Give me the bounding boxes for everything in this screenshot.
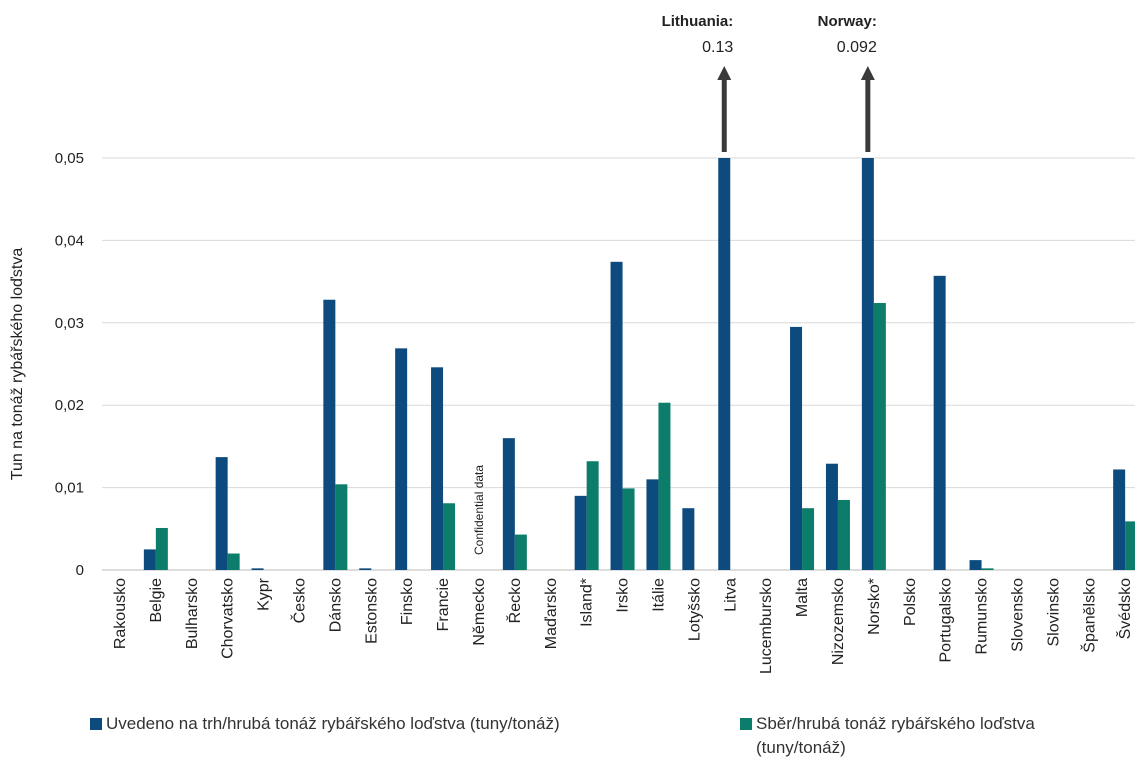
bar: [790, 326, 803, 570]
bar: [825, 463, 838, 570]
bar: [646, 479, 659, 570]
chart: Tun na tonáž rybářského loďstva 0 0,01 0,0…: [9, 13, 1135, 674]
legend-swatch: [90, 718, 102, 730]
arrow-head: [717, 66, 732, 80]
legend-swatch: [740, 718, 752, 730]
legend-label: Uvedeno na trh/hrubá tonáž rybářského lo…: [106, 714, 560, 733]
bar: [155, 527, 168, 570]
note: Confidential data: [472, 465, 486, 555]
bar: [622, 488, 635, 570]
bar: [861, 158, 874, 571]
x-tick-label: Rumunsko: [974, 578, 991, 655]
y-tick-label: 0: [76, 562, 84, 579]
x-tick-label: Rakousko: [112, 578, 129, 649]
bar: [981, 568, 994, 570]
bar: [359, 568, 372, 570]
bar: [431, 367, 444, 570]
bar: [969, 560, 982, 570]
arrow-head: [860, 66, 875, 80]
legend-item: Sběr/hrubá tonáž rybářského loďstva (tun…: [740, 712, 1110, 760]
bar: [323, 299, 336, 570]
y-axis-title: Tun na tonáž rybářského loďstva: [9, 248, 26, 481]
bar: [215, 457, 228, 570]
bar: [802, 508, 815, 570]
x-tick-label: Finsko: [399, 578, 416, 625]
y-tick-label: 0,02: [55, 397, 84, 414]
x-tick-label: Island*: [579, 578, 596, 627]
bar: [658, 402, 671, 570]
x-tick-label: Řecko: [505, 578, 524, 623]
bar: [1113, 469, 1126, 570]
bar: [443, 503, 456, 570]
x-tick-label: Norsko*: [866, 578, 883, 635]
y-tick-label: 0,05: [55, 150, 84, 167]
bar: [514, 534, 527, 570]
bar: [933, 275, 946, 570]
y-tick-label: 0,04: [55, 232, 84, 249]
legend-item: Uvedeno na trh/hrubá tonáž rybářského lo…: [90, 712, 560, 736]
bar: [395, 348, 408, 570]
bar: [837, 499, 850, 570]
legend-label: Sběr/hrubá tonáž rybářského loďstva (tun…: [756, 714, 1035, 757]
x-tick-label: Slovinsko: [1045, 578, 1062, 647]
x-tick-label: Španělsko: [1079, 578, 1098, 653]
bar: [227, 553, 240, 570]
x-tick-label: Německo: [471, 578, 488, 646]
bar: [251, 568, 264, 570]
annotation-value: 0.092: [837, 39, 877, 56]
bar: [1125, 521, 1135, 570]
x-tick-label: Belgie: [148, 578, 165, 623]
bar: [574, 495, 587, 570]
x-tick-label: Kypr: [256, 577, 273, 611]
x-tick-label: Itálie: [650, 578, 667, 612]
x-tick-label: Maďarsko: [543, 578, 560, 649]
x-tick-label: Dánsko: [327, 578, 344, 632]
annotation-title: Norway:: [818, 13, 877, 30]
bar: [143, 549, 156, 570]
bar: [335, 484, 348, 570]
bar: [610, 261, 623, 570]
x-tick-label: Bulharsko: [184, 578, 201, 649]
x-tick-label: Francie: [435, 578, 452, 631]
bar: [682, 508, 695, 570]
y-tick-label: 0,01: [55, 480, 84, 497]
x-tick-label: Portugalsko: [938, 578, 955, 663]
bar: [873, 303, 886, 570]
x-tick-label: Lotyšsko: [686, 578, 703, 641]
x-tick-label: Nizozemsko: [830, 578, 847, 665]
x-tick-label: Švédsko: [1115, 578, 1134, 639]
x-tick-label: Irsko: [615, 578, 632, 613]
bar: [502, 438, 515, 570]
x-tick-label: Polsko: [902, 578, 919, 626]
annotation-value: 0.13: [702, 39, 733, 56]
x-tick-label: Chorvatsko: [220, 578, 237, 659]
x-tick-label: Litva: [722, 578, 739, 612]
x-tick-label: Malta: [794, 578, 811, 617]
x-tick-label: Estonsko: [363, 578, 380, 644]
annotation-title: Lithuania:: [662, 13, 734, 30]
bar: [718, 158, 731, 570]
x-tick-label: Lucembursko: [758, 578, 775, 674]
y-tick-label: 0,03: [55, 315, 84, 332]
x-tick-label: Slovensko: [1009, 578, 1026, 652]
bar: [586, 461, 599, 570]
x-tick-label: Česko: [289, 578, 308, 623]
